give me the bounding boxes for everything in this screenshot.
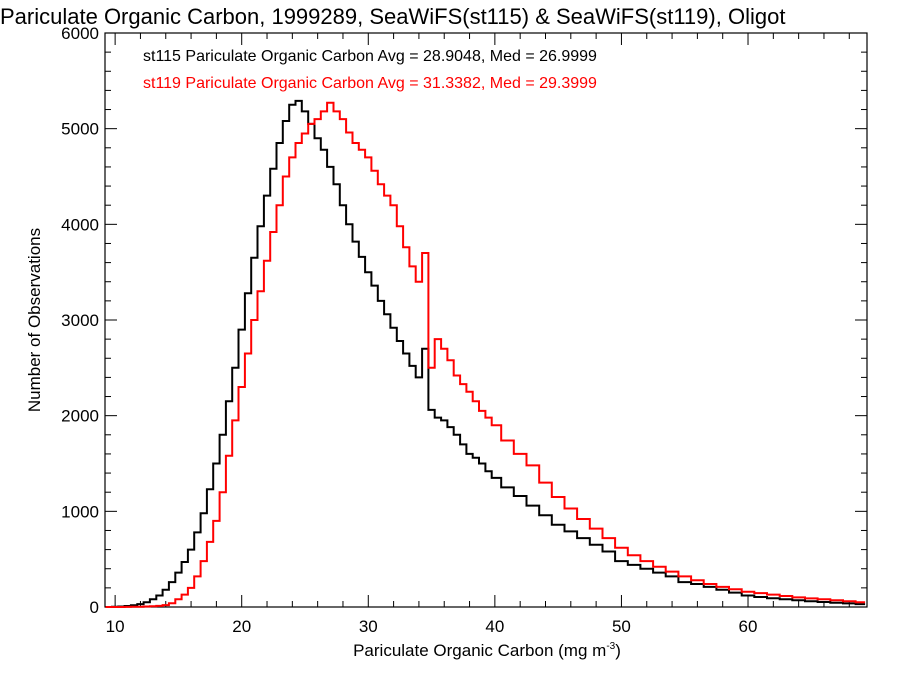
x-tick-label: 10 xyxy=(106,617,125,636)
x-tick-label: 50 xyxy=(612,617,631,636)
x-tick-label: 60 xyxy=(739,617,758,636)
x-axis: 10 20 30 40 50 60 xyxy=(106,33,850,636)
y-tick-label: 3000 xyxy=(61,311,99,330)
y-tick-label: 4000 xyxy=(61,215,99,234)
y-tick-label: 6000 xyxy=(61,24,99,43)
series-st119 xyxy=(105,101,866,608)
series-st115 xyxy=(105,99,866,608)
legend-st115: st115 Pariculate Organic Carbon Avg = 28… xyxy=(143,48,597,65)
y-tick-label: 1000 xyxy=(61,502,99,521)
series-group xyxy=(105,99,866,608)
legend-st119: st119 Pariculate Organic Carbon Avg = 31… xyxy=(143,75,597,92)
y-tick-label: 5000 xyxy=(61,120,99,139)
x-tick-label: 40 xyxy=(485,617,504,636)
x-axis-label: Pariculate Organic Carbon (mg m-3) xyxy=(353,641,621,660)
y-tick-label: 0 xyxy=(90,598,99,617)
chart-title: Pariculate Organic Carbon, 1999289, SeaW… xyxy=(0,4,785,29)
y-axis-label: Number of Observations xyxy=(25,228,44,412)
y-axis: 0 1000 2000 3000 4000 5000 6000 xyxy=(61,24,867,617)
y-tick-label: 2000 xyxy=(61,407,99,426)
x-tick-label: 30 xyxy=(359,617,378,636)
x-tick-label: 20 xyxy=(232,617,251,636)
